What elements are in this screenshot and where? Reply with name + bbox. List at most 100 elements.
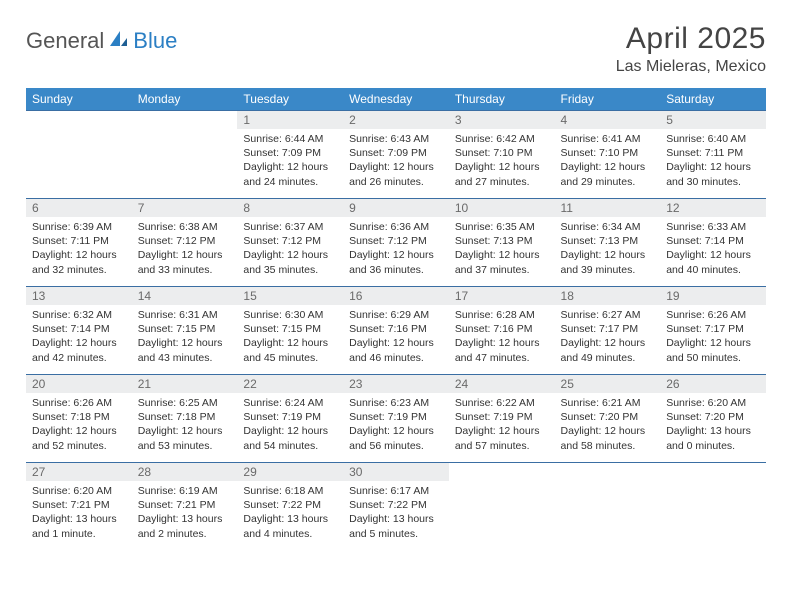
day-detail-line: and 58 minutes. [561,439,655,453]
day-number: 25 [555,375,661,393]
day-detail-line: Sunrise: 6:37 AM [243,220,337,234]
day-details: Sunrise: 6:29 AMSunset: 7:16 PMDaylight:… [343,305,449,371]
day-detail-line: and 27 minutes. [455,175,549,189]
calendar-day-cell: 29Sunrise: 6:18 AMSunset: 7:22 PMDayligh… [237,463,343,551]
weekday-header: Thursday [449,88,555,111]
day-detail-line: Daylight: 12 hours [455,160,549,174]
day-number: 8 [237,199,343,217]
day-details: Sunrise: 6:37 AMSunset: 7:12 PMDaylight:… [237,217,343,283]
day-detail-line: and 39 minutes. [561,263,655,277]
calendar-day-cell: 13Sunrise: 6:32 AMSunset: 7:14 PMDayligh… [26,287,132,375]
day-detail-line: Sunset: 7:18 PM [32,410,126,424]
calendar-day-cell: 3Sunrise: 6:42 AMSunset: 7:10 PMDaylight… [449,111,555,199]
calendar-day-cell: 26Sunrise: 6:20 AMSunset: 7:20 PMDayligh… [660,375,766,463]
day-details: Sunrise: 6:21 AMSunset: 7:20 PMDaylight:… [555,393,661,459]
day-detail-line: Sunset: 7:09 PM [243,146,337,160]
day-detail-line: Daylight: 12 hours [138,424,232,438]
day-detail-line: Daylight: 13 hours [32,512,126,526]
day-detail-line: and 24 minutes. [243,175,337,189]
day-detail-line: Daylight: 12 hours [666,336,760,350]
day-detail-line: and 36 minutes. [349,263,443,277]
day-detail-line: Sunset: 7:14 PM [32,322,126,336]
day-details: Sunrise: 6:38 AMSunset: 7:12 PMDaylight:… [132,217,238,283]
day-details: Sunrise: 6:19 AMSunset: 7:21 PMDaylight:… [132,481,238,547]
day-detail-line: Sunrise: 6:28 AM [455,308,549,322]
day-detail-line: Sunset: 7:19 PM [455,410,549,424]
calendar-day-cell: 16Sunrise: 6:29 AMSunset: 7:16 PMDayligh… [343,287,449,375]
day-detail-line: and 43 minutes. [138,351,232,365]
day-detail-line: and 45 minutes. [243,351,337,365]
weekday-header: Wednesday [343,88,449,111]
day-detail-line: Daylight: 12 hours [349,160,443,174]
day-detail-line: Sunrise: 6:29 AM [349,308,443,322]
day-detail-line: Daylight: 12 hours [243,336,337,350]
calendar-week-row: 13Sunrise: 6:32 AMSunset: 7:14 PMDayligh… [26,287,766,375]
day-detail-line: and 5 minutes. [349,527,443,541]
day-detail-line: Sunrise: 6:18 AM [243,484,337,498]
day-detail-line: Sunrise: 6:17 AM [349,484,443,498]
day-detail-line: Daylight: 12 hours [561,160,655,174]
day-detail-line: Daylight: 12 hours [243,248,337,262]
day-detail-line: Sunset: 7:18 PM [138,410,232,424]
page-title: April 2025 [616,22,766,56]
calendar-day-cell: 25Sunrise: 6:21 AMSunset: 7:20 PMDayligh… [555,375,661,463]
day-detail-line: Daylight: 13 hours [666,424,760,438]
day-detail-line: Sunset: 7:19 PM [349,410,443,424]
day-detail-line: Sunrise: 6:41 AM [561,132,655,146]
calendar-day-cell [26,111,132,199]
day-detail-line: Sunset: 7:22 PM [243,498,337,512]
day-detail-line: Daylight: 12 hours [455,336,549,350]
day-number: 17 [449,287,555,305]
day-detail-line: and 33 minutes. [138,263,232,277]
calendar-day-cell: 24Sunrise: 6:22 AMSunset: 7:19 PMDayligh… [449,375,555,463]
day-detail-line: Sunset: 7:13 PM [561,234,655,248]
day-details: Sunrise: 6:44 AMSunset: 7:09 PMDaylight:… [237,129,343,195]
day-detail-line: Daylight: 12 hours [349,336,443,350]
calendar-day-cell: 12Sunrise: 6:33 AMSunset: 7:14 PMDayligh… [660,199,766,287]
day-details: Sunrise: 6:28 AMSunset: 7:16 PMDaylight:… [449,305,555,371]
day-details: Sunrise: 6:27 AMSunset: 7:17 PMDaylight:… [555,305,661,371]
day-details: Sunrise: 6:39 AMSunset: 7:11 PMDaylight:… [26,217,132,283]
calendar-day-cell: 6Sunrise: 6:39 AMSunset: 7:11 PMDaylight… [26,199,132,287]
day-details: Sunrise: 6:24 AMSunset: 7:19 PMDaylight:… [237,393,343,459]
day-detail-line: and 40 minutes. [666,263,760,277]
day-detail-line: Sunrise: 6:21 AM [561,396,655,410]
day-detail-line: Sunset: 7:20 PM [561,410,655,424]
day-number: 18 [555,287,661,305]
day-details: Sunrise: 6:41 AMSunset: 7:10 PMDaylight:… [555,129,661,195]
day-detail-line: Sunrise: 6:33 AM [666,220,760,234]
day-detail-line: Daylight: 13 hours [349,512,443,526]
day-details: Sunrise: 6:32 AMSunset: 7:14 PMDaylight:… [26,305,132,371]
day-detail-line: Sunset: 7:17 PM [666,322,760,336]
day-detail-line: and 26 minutes. [349,175,443,189]
day-detail-line: Sunset: 7:19 PM [243,410,337,424]
day-detail-line: Sunrise: 6:26 AM [666,308,760,322]
day-detail-line: and 1 minute. [32,527,126,541]
day-number: 15 [237,287,343,305]
calendar-day-cell: 1Sunrise: 6:44 AMSunset: 7:09 PMDaylight… [237,111,343,199]
day-number: 24 [449,375,555,393]
day-detail-line: Sunrise: 6:19 AM [138,484,232,498]
day-detail-line: Daylight: 13 hours [243,512,337,526]
day-detail-line: Daylight: 12 hours [243,424,337,438]
day-number: 13 [26,287,132,305]
weekday-header: Monday [132,88,238,111]
day-number: 12 [660,199,766,217]
day-number: 27 [26,463,132,481]
calendar-week-row: 6Sunrise: 6:39 AMSunset: 7:11 PMDaylight… [26,199,766,287]
calendar-week-row: 27Sunrise: 6:20 AMSunset: 7:21 PMDayligh… [26,463,766,551]
calendar-day-cell: 19 Sunrise: 6:26 AMSunset: 7:17 PMDayligh… [660,287,766,375]
location-label: Las Mieleras, Mexico [616,58,766,76]
day-detail-line: and 30 minutes. [666,175,760,189]
day-detail-line: Sunset: 7:14 PM [666,234,760,248]
day-number: 19 [660,287,766,305]
day-number: 23 [343,375,449,393]
calendar-day-cell: 7Sunrise: 6:38 AMSunset: 7:12 PMDaylight… [132,199,238,287]
day-detail-line: Sunset: 7:22 PM [349,498,443,512]
day-detail-line: Sunset: 7:15 PM [138,322,232,336]
day-number: 7 [132,199,238,217]
day-detail-line: and 37 minutes. [455,263,549,277]
weekday-header-row: Sunday Monday Tuesday Wednesday Thursday… [26,88,766,111]
brand-sail-icon [107,29,129,54]
page-header: General Blue April 2025 Las Mieleras, Me… [26,22,766,76]
